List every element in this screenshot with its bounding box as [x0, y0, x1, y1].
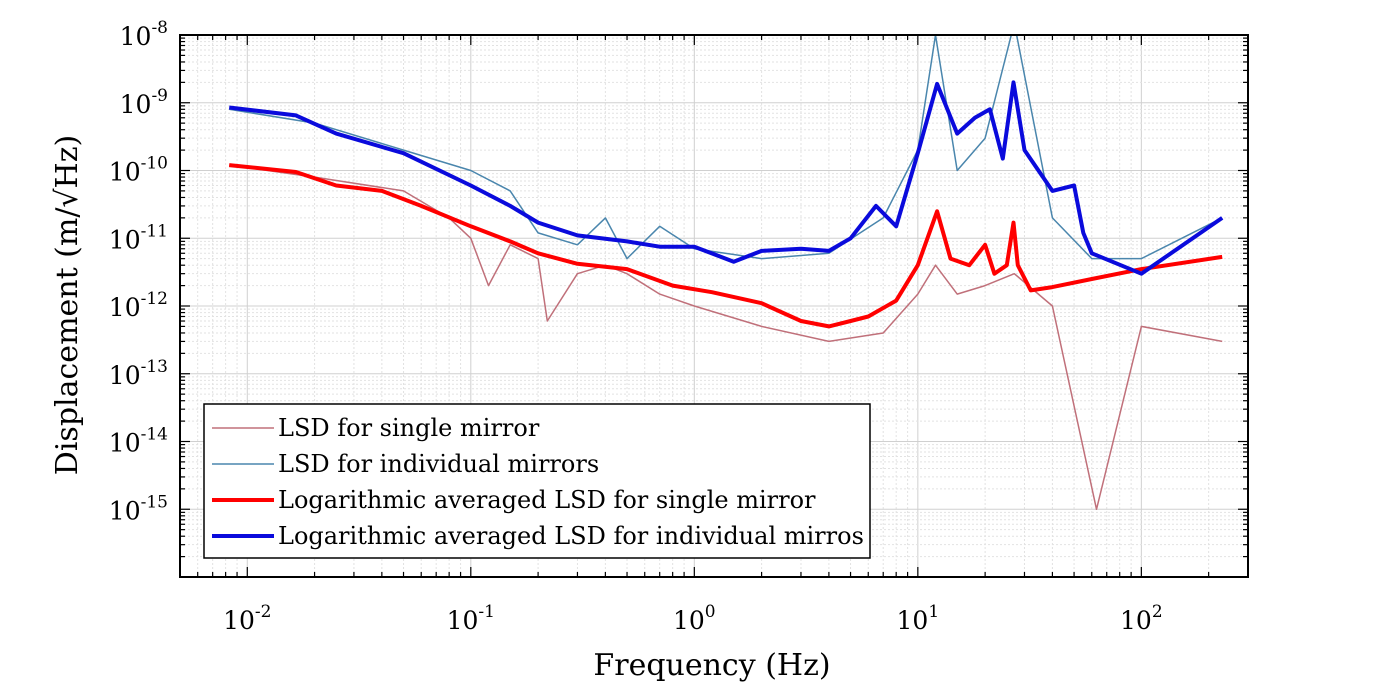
- legend-label-2: LSD for individual mirrors: [278, 450, 599, 478]
- x-tick-label: 102: [1120, 602, 1163, 635]
- series-layer: [228, 35, 1224, 511]
- y-tick-label: 10-14: [109, 425, 168, 458]
- legend-label-3: Logarithmic averaged LSD for single mirr…: [278, 486, 816, 514]
- legend: LSD for single mirror LSD for individual …: [203, 403, 871, 559]
- series-line-2: [229, 35, 1223, 260]
- y-tick-label: 10-13: [109, 357, 168, 390]
- x-tick-label: 101: [897, 602, 940, 635]
- series-line-4: [228, 80, 1224, 276]
- x-tick-label: 10-2: [223, 602, 271, 635]
- x-tick-label: 10-1: [447, 602, 495, 635]
- y-tick-label: 10-15: [109, 492, 168, 525]
- x-axis-title: Frequency (Hz): [593, 648, 830, 683]
- y-tick-label: 10-11: [109, 221, 168, 254]
- legend-label-4: Logarithmic averaged LSD for individual …: [278, 522, 864, 550]
- series-line-1: [229, 164, 1223, 511]
- series-line-3: [228, 163, 1223, 329]
- legend-label-1: LSD for single mirror: [278, 414, 540, 442]
- axes-frame: [179, 34, 1249, 578]
- y-tick-label: 10-12: [109, 289, 168, 322]
- legend-box: [203, 403, 871, 559]
- y-tick-label: 10-8: [120, 18, 168, 51]
- y-axis-title: Displacement (m/√Hz): [50, 135, 85, 475]
- x-tick-label: 100: [673, 602, 716, 635]
- y-tick-label: 10-10: [109, 154, 168, 187]
- y-tick-label: 10-9: [120, 86, 168, 119]
- tick-labels: 10-2 10-1 100 101 102 10-8 10-9 10-10 10-11 10-12…: [109, 18, 1163, 635]
